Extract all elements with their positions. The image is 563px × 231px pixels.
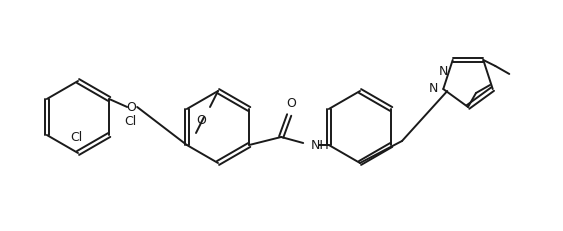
Text: O: O	[196, 113, 206, 126]
Text: N: N	[439, 65, 448, 78]
Text: Cl: Cl	[70, 131, 82, 143]
Text: Cl: Cl	[124, 115, 136, 128]
Text: NH: NH	[311, 139, 330, 152]
Text: O: O	[286, 97, 296, 109]
Text: O: O	[126, 101, 136, 114]
Text: N: N	[429, 81, 438, 94]
